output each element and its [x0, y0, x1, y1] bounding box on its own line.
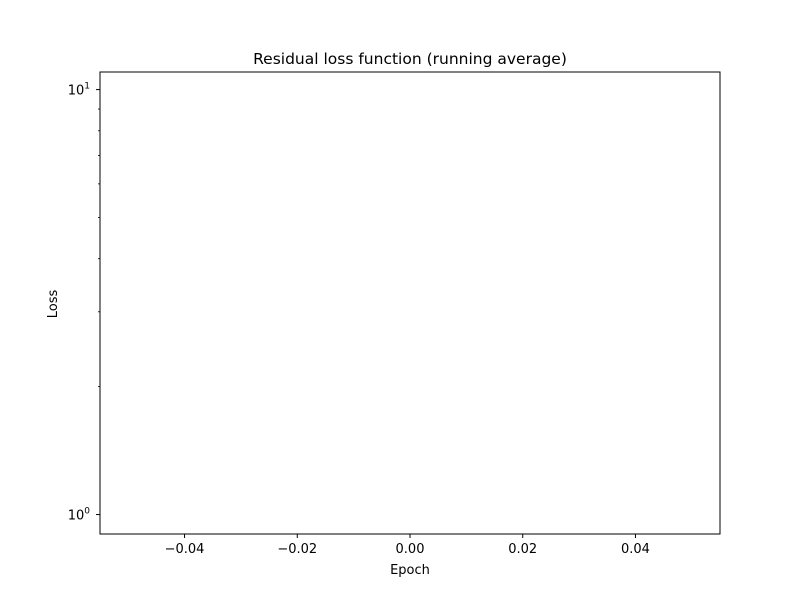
- y-axis-label: Loss: [46, 290, 61, 319]
- x-axis-ticks: −0.04 −0.02 0.00 0.02 0.04: [165, 534, 650, 557]
- y-tick-label: 100: [68, 507, 91, 524]
- y-tick-label: 101: [68, 82, 90, 99]
- x-axis-label: Epoch: [390, 563, 430, 578]
- chart-title: Residual loss function (running average): [253, 50, 567, 68]
- x-tick-label: 0.02: [508, 542, 537, 557]
- axes-frame: [99, 71, 721, 535]
- x-tick-label: −0.04: [165, 542, 205, 557]
- x-tick-label: −0.02: [277, 542, 317, 557]
- x-tick-label: 0.04: [621, 542, 650, 557]
- x-tick-label: 0.00: [396, 542, 425, 557]
- y-axis-ticks: 100 101: [68, 82, 100, 524]
